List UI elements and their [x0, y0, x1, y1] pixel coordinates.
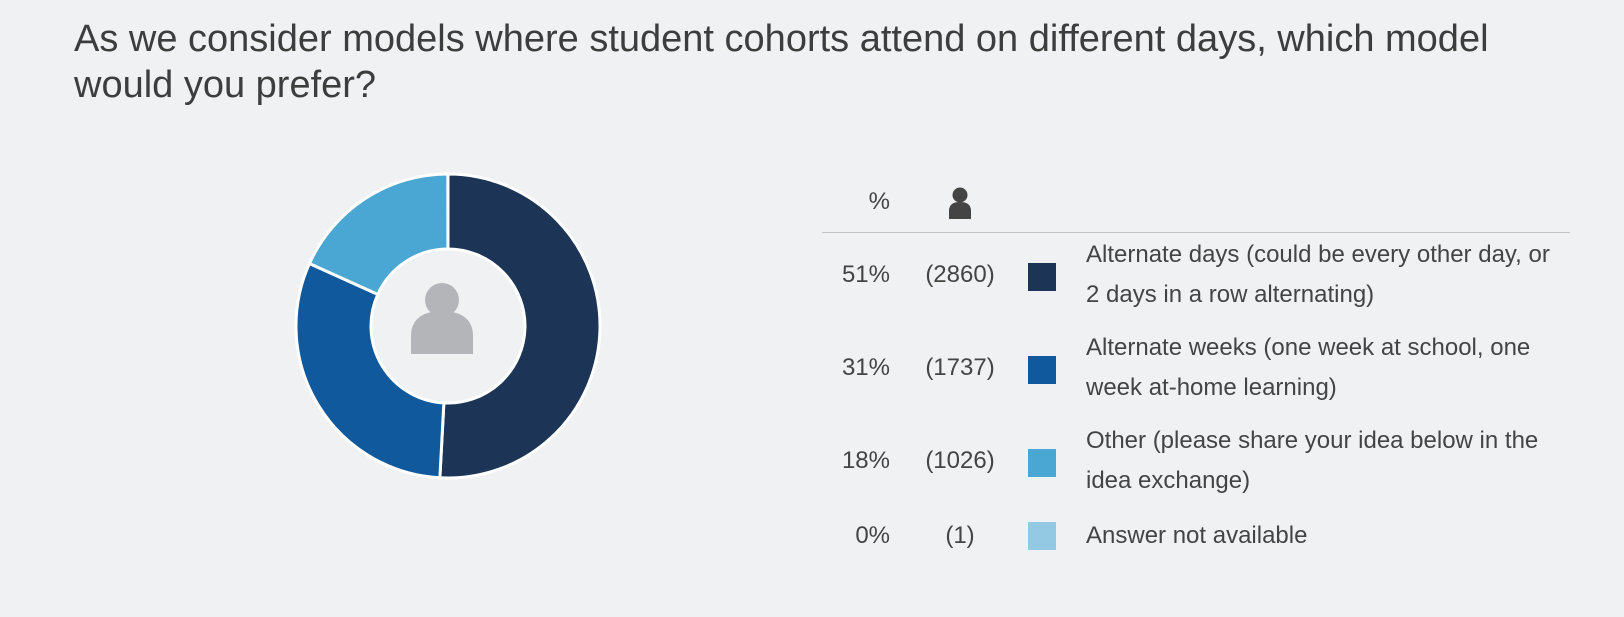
- legend-swatch: [1028, 449, 1056, 477]
- legend-swatch: [1028, 522, 1056, 550]
- slice-percent: 51%: [841, 261, 890, 288]
- slice-count: (2860): [925, 261, 995, 288]
- slice-percent: 18%: [841, 447, 890, 474]
- legend-row: 18% (1026) Other (please share your idea…: [822, 419, 1570, 512]
- legend-row: 51% (2860) Alternate days (could be ever…: [822, 233, 1570, 326]
- donut-slice: [294, 262, 446, 480]
- person-icon: [949, 187, 971, 219]
- donut-slice: [438, 172, 602, 480]
- slice-label: Answer not available: [1086, 522, 1308, 549]
- slice-percent: 31%: [841, 354, 890, 381]
- slice-percent: 0%: [855, 522, 890, 549]
- legend-header: %: [822, 180, 1570, 233]
- legend-row: 0% (1) Answer not available: [822, 512, 1570, 560]
- legend-swatch: [1028, 263, 1056, 291]
- legend-swatch: [1028, 356, 1056, 384]
- slice-label: Alternate days (could be every other day…: [1086, 241, 1550, 308]
- slice-label: Alternate weeks (one week at school, one…: [1086, 334, 1531, 401]
- slice-count: (1): [945, 522, 975, 549]
- donut-slice: [307, 172, 450, 296]
- legend-row: 31% (1737) Alternate weeks (one week at …: [822, 326, 1570, 419]
- legend-table: % 51% (2860) Alternate days (could be ev…: [822, 180, 1570, 560]
- slice-label: Other (please share your idea below in t…: [1086, 427, 1539, 494]
- donut-chart: [294, 172, 602, 480]
- slice-count: (1737): [925, 354, 995, 381]
- percent-column-header: %: [868, 188, 890, 215]
- person-icon: [411, 283, 473, 354]
- slice-count: (1026): [925, 447, 995, 474]
- chart-title: As we consider models where student coho…: [74, 18, 1489, 106]
